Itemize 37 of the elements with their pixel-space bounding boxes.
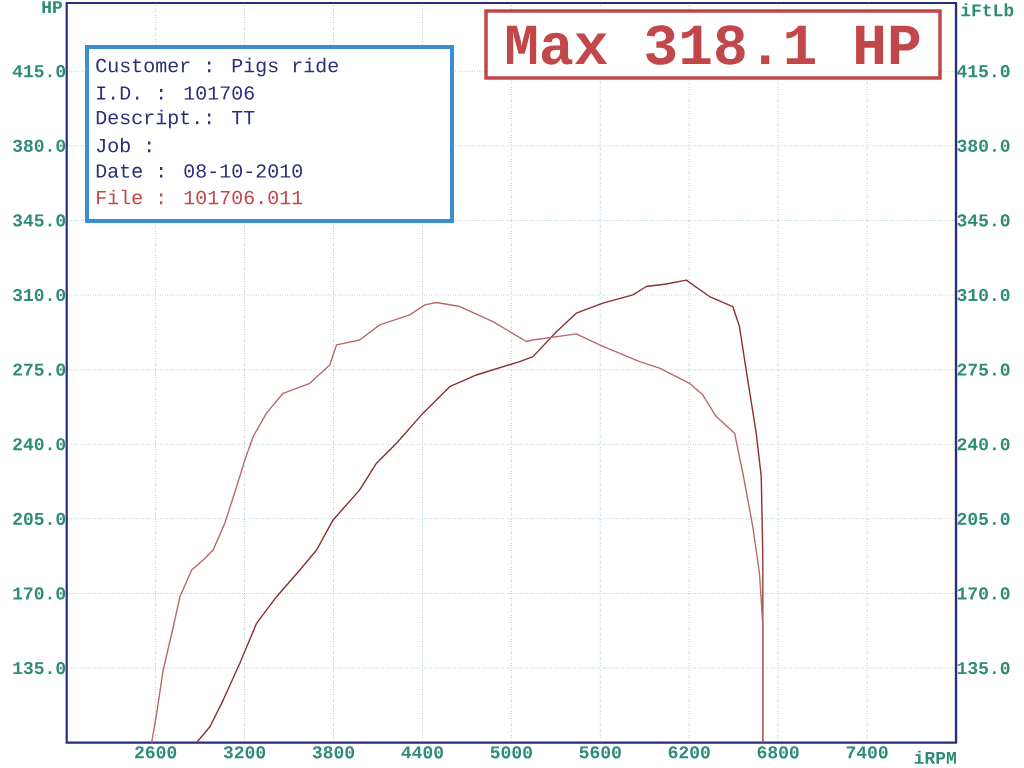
y-tick-label: 205.0 bbox=[13, 512, 66, 525]
y2-tick-label: 240.0 bbox=[957, 438, 1010, 451]
annotation: File : 101706.011 bbox=[97, 189, 303, 205]
y-tick-label: 170.0 bbox=[13, 587, 66, 600]
annotation: Job : bbox=[96, 137, 151, 153]
y-axis-title: HP bbox=[42, 1, 63, 14]
x-tick-label: 5000 bbox=[490, 746, 532, 759]
annotation: Date : 08-10-2010 bbox=[96, 164, 302, 178]
y-tick-label: 310.0 bbox=[12, 288, 66, 302]
y-tick-label: 240.0 bbox=[13, 438, 66, 451]
y2-tick-label: 205.0 bbox=[957, 512, 1010, 525]
y-tick-label: 380.0 bbox=[12, 139, 66, 152]
annotation: Customer : Pigs ride bbox=[96, 57, 338, 77]
annotation: I.D. : 101706 bbox=[97, 86, 254, 100]
annotation: Max 318.1 HP bbox=[506, 25, 920, 65]
x-tick-label: 4400 bbox=[401, 746, 443, 759]
y-tick-label: 345.0 bbox=[12, 214, 66, 227]
y2-tick-label: 275.0 bbox=[957, 363, 1010, 376]
y2-tick-label: 345.0 bbox=[957, 214, 1010, 227]
annotation: Descript.: TT bbox=[96, 109, 255, 129]
y2-tick-label: 415.0 bbox=[957, 65, 1010, 78]
y2-tick-label: 380.0 bbox=[957, 139, 1010, 152]
x-axis-title: iRPM bbox=[914, 750, 956, 764]
y2-axis-title: iFtLb bbox=[961, 3, 1014, 17]
y-tick-label: 275.0 bbox=[13, 363, 66, 376]
x-tick-label: 5600 bbox=[579, 746, 621, 759]
x-tick-label: 3200 bbox=[223, 746, 266, 759]
y-tick-label: 415.0 bbox=[12, 65, 66, 78]
x-tick-label: 2600 bbox=[135, 746, 177, 759]
x-tick-label: 3800 bbox=[312, 746, 355, 759]
y-tick-label: 135.0 bbox=[13, 661, 66, 675]
y2-tick-label: 170.0 bbox=[957, 587, 1010, 600]
x-tick-label: 6800 bbox=[757, 746, 799, 759]
y2-tick-label: 310.0 bbox=[957, 288, 1010, 302]
x-tick-label: 7400 bbox=[846, 746, 888, 759]
x-tick-label: 6200 bbox=[668, 746, 710, 759]
y2-tick-label: 135.0 bbox=[957, 661, 1010, 675]
